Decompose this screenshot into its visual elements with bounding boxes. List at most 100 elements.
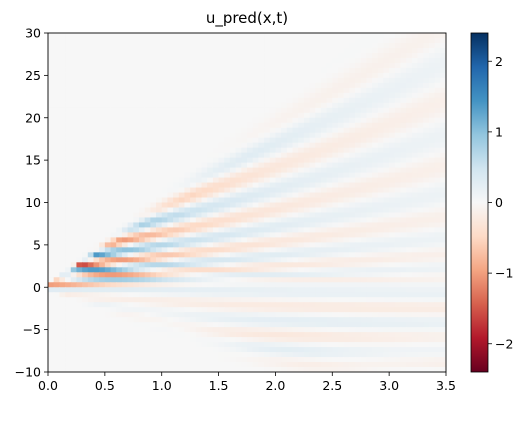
heatmap-cell bbox=[326, 312, 333, 318]
heatmap-cell bbox=[167, 107, 174, 114]
heatmap-cell bbox=[241, 167, 248, 174]
heatmap-cell bbox=[212, 282, 220, 288]
heatmap-cell bbox=[286, 82, 294, 89]
heatmap-cell bbox=[275, 67, 282, 74]
heatmap-cell bbox=[207, 122, 214, 129]
heatmap-cell bbox=[190, 147, 197, 154]
heatmap-cell bbox=[337, 317, 345, 323]
heatmap-cell bbox=[207, 52, 214, 59]
heatmap-cell bbox=[355, 227, 362, 234]
heatmap-cell bbox=[394, 147, 402, 154]
heatmap-cell bbox=[440, 137, 446, 144]
heatmap-cell bbox=[138, 352, 146, 358]
heatmap-cell bbox=[224, 242, 231, 248]
heatmap-cell bbox=[229, 52, 237, 59]
heatmap-cell bbox=[99, 367, 106, 372]
heatmap-cell bbox=[315, 312, 322, 318]
heatmap-cell bbox=[315, 37, 322, 44]
heatmap-cell bbox=[417, 317, 424, 323]
heatmap-cell bbox=[298, 217, 305, 224]
heatmap-cell bbox=[247, 352, 254, 358]
heatmap-cell bbox=[440, 342, 446, 348]
heatmap-cell bbox=[201, 132, 208, 139]
heatmap-cell bbox=[99, 152, 106, 159]
heatmap-cell bbox=[303, 182, 311, 189]
heatmap-cell bbox=[383, 137, 390, 144]
heatmap-cell bbox=[127, 237, 134, 243]
heatmap-cell bbox=[292, 82, 299, 89]
heatmap-cell bbox=[190, 62, 197, 69]
heatmap-cell bbox=[156, 302, 163, 308]
heatmap-cell bbox=[156, 317, 163, 323]
heatmap-cell bbox=[48, 42, 55, 49]
heatmap-cell bbox=[406, 367, 413, 372]
heatmap-cell bbox=[121, 167, 129, 174]
heatmap-cell bbox=[406, 282, 413, 288]
heatmap-cell bbox=[178, 302, 186, 308]
heatmap-cell bbox=[275, 292, 282, 298]
heatmap-cell bbox=[258, 207, 265, 214]
heatmap-cell bbox=[212, 347, 220, 353]
heatmap-cell bbox=[372, 72, 379, 79]
heatmap-cell bbox=[252, 42, 259, 49]
heatmap-cell bbox=[65, 147, 72, 154]
heatmap-cell bbox=[178, 212, 186, 219]
heatmap-cell bbox=[377, 157, 385, 164]
heatmap-cell bbox=[104, 192, 112, 199]
heatmap-cell bbox=[93, 172, 100, 179]
heatmap-cell bbox=[400, 247, 407, 253]
heatmap-cell bbox=[275, 197, 282, 204]
heatmap-cell bbox=[343, 157, 350, 164]
heatmap-cell bbox=[383, 132, 390, 139]
heatmap-cell bbox=[70, 352, 78, 358]
heatmap-cell bbox=[428, 57, 436, 64]
heatmap-cell bbox=[281, 327, 288, 333]
heatmap-cell bbox=[224, 192, 231, 199]
heatmap-cell bbox=[99, 82, 106, 89]
heatmap-cell bbox=[167, 62, 174, 69]
heatmap-cell bbox=[104, 317, 112, 323]
heatmap-cell bbox=[349, 107, 356, 114]
heatmap-cell bbox=[326, 242, 333, 248]
heatmap-cell bbox=[65, 82, 72, 89]
heatmap-cell bbox=[366, 347, 373, 353]
heatmap-cell bbox=[400, 222, 407, 229]
heatmap-cell bbox=[406, 82, 413, 89]
heatmap-cell bbox=[355, 362, 362, 368]
heatmap-cell bbox=[281, 127, 288, 134]
heatmap-cell bbox=[184, 287, 191, 293]
heatmap-cell bbox=[247, 177, 254, 184]
heatmap-cell bbox=[343, 357, 350, 363]
heatmap-cell bbox=[150, 357, 157, 363]
heatmap-cell bbox=[406, 197, 413, 204]
heatmap-cell bbox=[337, 267, 345, 273]
heatmap-cell bbox=[281, 357, 288, 363]
heatmap-cell bbox=[252, 327, 259, 333]
heatmap-cell bbox=[190, 57, 197, 64]
heatmap-cell bbox=[400, 347, 407, 353]
heatmap-cell bbox=[59, 177, 66, 184]
heatmap-cell bbox=[337, 182, 345, 189]
heatmap-cell bbox=[366, 137, 373, 144]
heatmap-cell bbox=[417, 132, 424, 139]
heatmap-cell bbox=[383, 182, 390, 189]
heatmap-cell bbox=[59, 122, 66, 129]
heatmap-cell bbox=[53, 67, 60, 74]
heatmap-cell bbox=[269, 37, 277, 44]
heatmap-cell bbox=[121, 322, 129, 328]
heatmap-cell bbox=[309, 33, 316, 39]
heatmap-cell bbox=[389, 177, 396, 184]
heatmap-cell bbox=[377, 287, 385, 293]
heatmap-cell bbox=[360, 117, 367, 124]
heatmap-cell bbox=[144, 72, 151, 79]
heatmap-cell bbox=[87, 42, 95, 49]
heatmap-cell bbox=[377, 57, 385, 64]
heatmap-cell bbox=[150, 222, 157, 229]
heatmap-cell bbox=[48, 137, 55, 144]
heatmap-cell bbox=[218, 267, 225, 273]
heatmap-cell bbox=[383, 187, 390, 194]
heatmap-cell bbox=[400, 47, 407, 54]
heatmap-cell bbox=[406, 227, 413, 234]
heatmap-cell bbox=[59, 137, 66, 144]
heatmap-cell bbox=[394, 72, 402, 79]
